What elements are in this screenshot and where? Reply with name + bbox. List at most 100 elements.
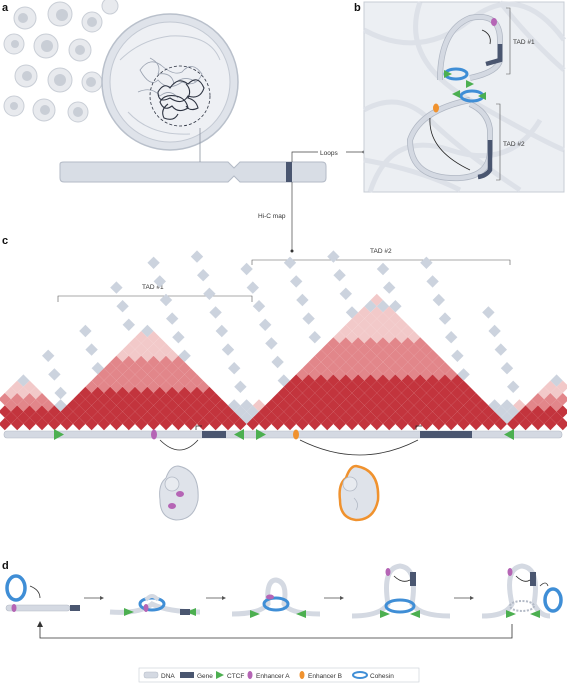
hic-cell [488,399,501,412]
hic-cell [166,399,179,412]
hic-cell [426,362,439,375]
hic-cell [128,337,142,350]
hic-cell [556,393,567,406]
hic-cell [221,405,235,418]
legend-dna-swatch [143,671,159,679]
hic-cell [531,405,545,418]
hic-cell [166,349,179,362]
hic-cell [500,362,514,375]
hic-cell [128,399,142,412]
hic-cell [364,337,377,350]
hic-cell [159,355,173,369]
legend-gene-swatch [180,672,194,678]
hic-cell [215,399,228,412]
hic-cell [395,368,408,381]
hic-cell [395,331,408,344]
hic-cell [333,331,346,344]
hic-cell [321,393,334,406]
hic-cell [209,393,222,406]
hic-cell [333,368,346,381]
hic-cell [184,393,197,406]
legend-enhancer-b: Enhancer B [308,673,342,680]
hic-cell [457,368,470,381]
hic-cell [215,411,228,424]
hic-cell [35,393,49,406]
hic-cell [135,343,148,356]
hic-cell [159,293,173,307]
hic-cell [190,411,204,424]
hic-cell [110,281,123,294]
hic-cell [246,281,259,294]
hic-cell [445,380,458,393]
hic-cell [54,411,67,424]
hic-cell [178,411,191,424]
hic-cell [531,417,545,431]
hic-cell [29,386,42,400]
hic-cell [29,399,42,412]
hic-cell [383,318,396,331]
hic-cell [35,405,49,418]
hic-cell [228,399,241,412]
hic-cell [228,362,241,375]
hic-cell [352,349,365,362]
hic-cell [364,324,377,338]
hic-cell [426,275,439,288]
hic-cell [73,393,86,406]
hic-cell [364,374,377,387]
hic-cell [79,324,92,338]
hic-cell [116,349,129,362]
hic-cell [0,393,11,406]
hic-cell [159,405,173,418]
hic-cell [116,386,129,400]
legend-enhancer-b-swatch [299,671,305,679]
hic-cell [271,405,284,418]
hic-cell [414,399,427,412]
hic-cell [283,256,297,269]
hic-cell [159,393,173,406]
hic-cell [190,399,204,412]
hic-cell [383,355,396,369]
legend-gene: Gene [197,673,213,680]
hic-cell [488,411,501,424]
hic-cell [290,275,303,288]
tad1-label-b: TAD #1 [513,39,535,46]
hic-cell [246,417,259,431]
hic-cell [432,293,445,307]
hic-cell [302,374,315,387]
hic-cell [395,380,408,393]
hic-cell [197,380,210,393]
hic-cell [556,417,567,431]
tad1-bracket-b [506,7,511,75]
hic-cell [277,374,290,387]
hic-cell [228,411,241,424]
hic-cell [147,368,160,381]
hic-cell [104,411,117,424]
hic-cell [54,386,67,400]
hic-cell [302,386,315,400]
hic-cell [153,374,166,387]
hic-cell [0,417,11,431]
hic-cell [271,355,284,369]
hic-cell [556,380,567,393]
hic-cell [426,399,439,412]
hic-cell [414,362,427,375]
hic-cell [445,393,458,406]
hic-cell [333,405,346,418]
hic-cell [414,411,427,424]
loops-connector [291,151,318,162]
hic-cell [91,362,104,375]
hic-cell [339,287,352,300]
hic-cell [116,362,129,375]
hic-cell [85,405,98,418]
hic-cell [11,417,24,431]
legend-enhancer-a: Enhancer A [256,673,290,680]
hic-cell [364,411,377,424]
hic-cell [426,349,439,362]
hic-cell [476,411,489,424]
hic-cell [197,417,210,431]
hic-cell [166,411,179,424]
hic-cell [414,386,427,400]
hic-cell [302,411,315,424]
hic-cell [122,417,135,431]
hic-cell [364,399,377,412]
